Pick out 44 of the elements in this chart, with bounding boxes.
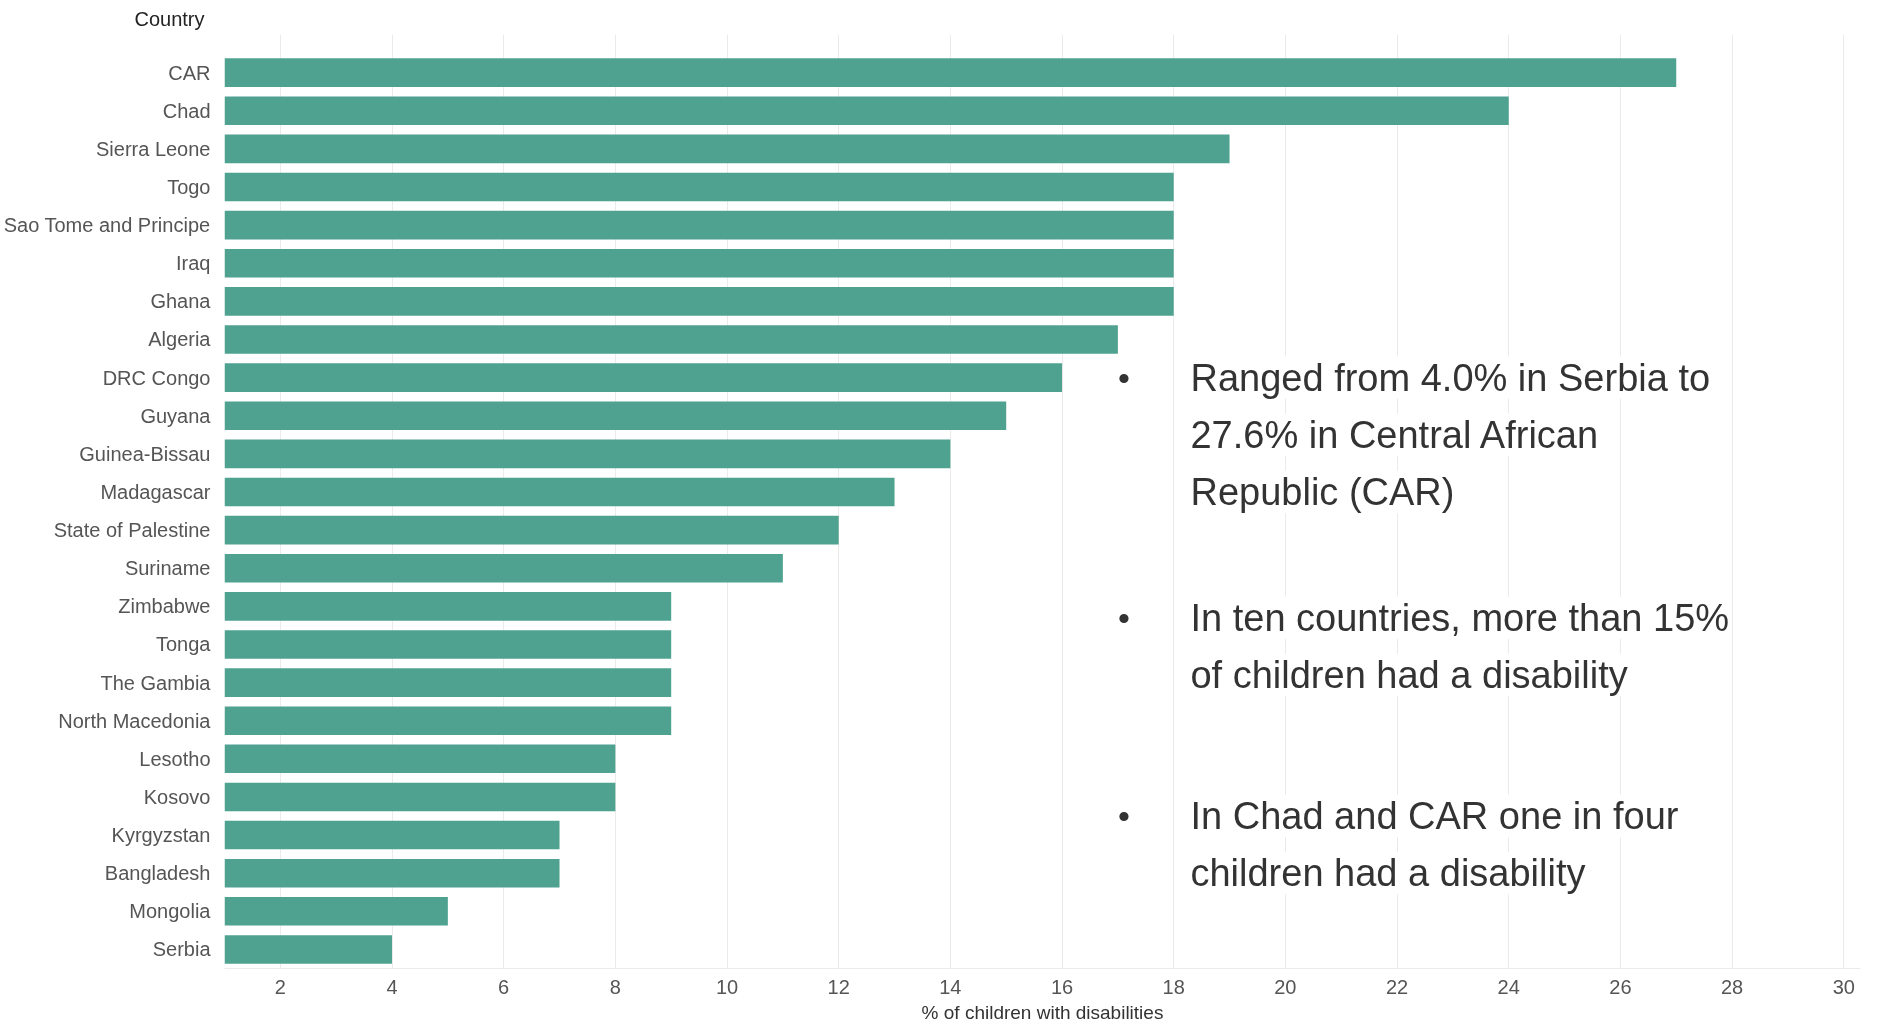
y-tick-label: CAR xyxy=(168,61,211,84)
y-tick-label: Chad xyxy=(162,99,211,122)
y-tick-label: Mongolia xyxy=(129,900,212,923)
y-tick-label: Serbia xyxy=(152,938,212,961)
y-tick-label: Sierra Leone xyxy=(95,137,211,160)
y-tick-label: DRC Congo xyxy=(102,366,211,389)
y-tick-label: Ghana xyxy=(150,290,212,313)
text: • Ranged from 4.0% in Serbia to 27.6% in Central African Republic (CAR) xyxy=(1117,356,1711,513)
y-tick-label: Kosovo xyxy=(143,785,211,808)
x-tick-label: 6 xyxy=(498,975,510,998)
text: • In ten countries, more than 15% of children had a disability xyxy=(1117,596,1730,696)
x-tick-label: 20 xyxy=(1274,975,1297,998)
y-tick-label: Sao Tome and Principe xyxy=(3,214,211,237)
y-tick-label: State of Palestine xyxy=(53,519,211,542)
x-tick-label: 2 xyxy=(274,975,286,998)
x-tick-label: 24 xyxy=(1497,975,1520,998)
y-tick-label: Zimbabwe xyxy=(118,595,211,618)
x-tick-label: 26 xyxy=(1609,975,1632,998)
text: • In Chad and CAR one in four children had a disability xyxy=(1117,795,1679,895)
y-tick-label: Guinea-Bissau xyxy=(79,442,211,465)
y-tick-label: The Gambia xyxy=(100,671,212,694)
y-tick-label: North Macedonia xyxy=(58,709,212,732)
y-tick-label: Iraq xyxy=(176,252,211,275)
x-tick-label: 10 xyxy=(715,975,739,998)
y-tick-label: Togo xyxy=(167,175,211,198)
y-tick-label: Madagascar xyxy=(100,480,211,503)
x-axis-title: % of children with disabilities xyxy=(921,1001,1164,1023)
y-tick-label: Kyrgyzstan xyxy=(111,824,211,847)
y-axis-title: Country xyxy=(134,7,205,30)
x-tick-label: 4 xyxy=(386,975,398,998)
y-tick-label: Suriname xyxy=(124,557,211,580)
y-tick-label: Tonga xyxy=(156,633,212,656)
y-tick-label: Bangladesh xyxy=(104,862,211,885)
x-tick-label: 8 xyxy=(609,975,621,998)
x-tick-label: 30 xyxy=(1832,975,1855,998)
x-tick-label: 18 xyxy=(1162,975,1185,998)
x-tick-label: 14 xyxy=(939,975,962,998)
x-tick-label: 12 xyxy=(827,975,850,998)
y-tick-label: Lesotho xyxy=(139,747,211,770)
y-tick-label: Guyana xyxy=(140,404,212,427)
x-tick-label: 16 xyxy=(1050,975,1074,998)
x-tick-label: 22 xyxy=(1385,975,1409,998)
x-tick-label: 28 xyxy=(1720,975,1744,998)
y-tick-label: Algeria xyxy=(148,328,212,351)
